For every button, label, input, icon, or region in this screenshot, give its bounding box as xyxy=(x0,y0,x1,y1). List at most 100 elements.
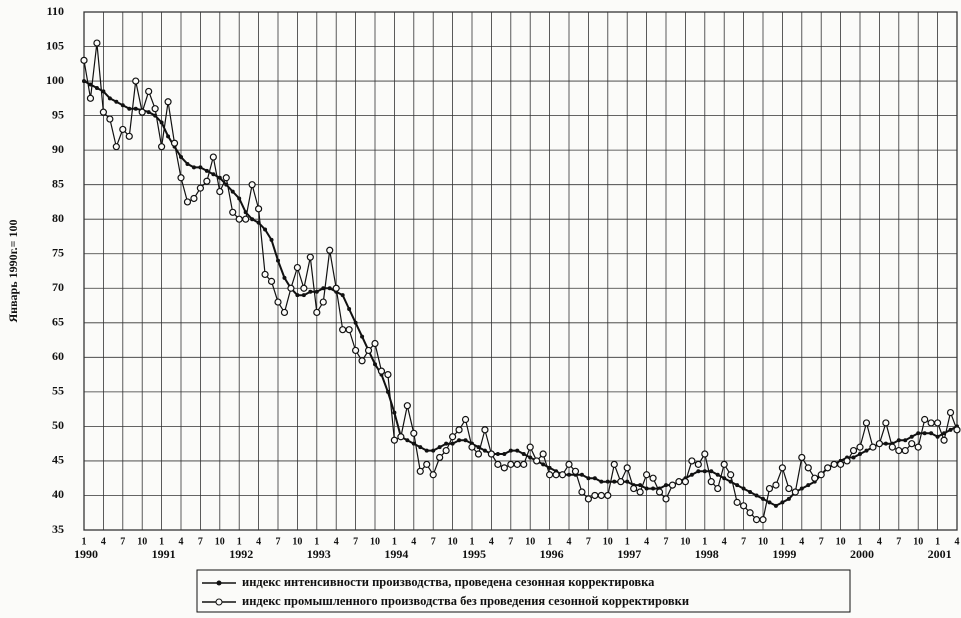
point xyxy=(463,438,468,443)
point xyxy=(339,326,347,334)
y-tick-label: 45 xyxy=(52,453,64,467)
point xyxy=(752,516,761,524)
point xyxy=(450,441,455,446)
point xyxy=(675,478,683,486)
point xyxy=(444,441,449,446)
point xyxy=(655,488,664,496)
point xyxy=(437,445,442,450)
point xyxy=(901,446,909,455)
x-tick-label: 4 xyxy=(256,536,261,547)
point xyxy=(688,457,696,465)
point xyxy=(612,479,617,484)
point xyxy=(935,434,940,439)
legend-label: индекс интенсивности производства, прове… xyxy=(242,575,655,589)
point xyxy=(80,56,88,64)
point xyxy=(533,457,541,465)
y-tick-label: 50 xyxy=(52,418,64,432)
point xyxy=(248,181,256,189)
point xyxy=(209,153,217,161)
point xyxy=(145,87,153,96)
point xyxy=(190,194,198,203)
y-tick-label: 55 xyxy=(52,384,64,398)
x-tick-label: 10 xyxy=(448,536,458,547)
point xyxy=(418,445,423,450)
point xyxy=(896,438,901,443)
point xyxy=(198,165,203,170)
point xyxy=(780,500,785,505)
point xyxy=(623,464,631,472)
point xyxy=(295,293,300,298)
year-label: 1995 xyxy=(462,547,486,561)
x-tick-label: 10 xyxy=(370,536,380,547)
point xyxy=(772,481,780,489)
point xyxy=(495,452,500,457)
x-tick-label: 7 xyxy=(819,536,824,547)
point xyxy=(761,496,765,501)
point xyxy=(94,85,99,90)
year-label: 1993 xyxy=(307,547,331,561)
x-tick-label: 10 xyxy=(758,536,768,547)
point xyxy=(592,476,597,481)
y-tick-label: 95 xyxy=(52,107,64,121)
point xyxy=(461,415,470,424)
point xyxy=(883,441,888,446)
point xyxy=(513,460,521,468)
point xyxy=(203,177,211,185)
point xyxy=(903,438,908,443)
point xyxy=(429,471,437,479)
y-tick-label: 105 xyxy=(46,38,64,52)
point xyxy=(191,165,196,170)
point xyxy=(261,270,269,279)
y-tick-label: 70 xyxy=(52,280,64,294)
legend-label: индекс промышленного производства без пр… xyxy=(242,594,689,608)
point xyxy=(735,483,740,488)
point xyxy=(293,263,301,272)
x-tick-label: 1 xyxy=(470,536,475,547)
point xyxy=(340,293,345,298)
point xyxy=(217,175,222,180)
point xyxy=(702,469,707,474)
point xyxy=(565,460,573,468)
point xyxy=(274,298,282,306)
x-tick-label: 4 xyxy=(877,536,882,547)
point xyxy=(133,106,138,111)
x-tick-label: 7 xyxy=(431,536,436,547)
x-tick-label: 1 xyxy=(159,536,164,547)
legend-marker xyxy=(215,598,223,606)
x-tick-label: 7 xyxy=(741,536,746,547)
point xyxy=(806,483,811,488)
legend-marker xyxy=(216,580,222,586)
point xyxy=(778,464,787,472)
point xyxy=(668,481,677,489)
point xyxy=(604,491,612,500)
point xyxy=(373,362,377,367)
point xyxy=(759,516,767,524)
point xyxy=(858,452,862,457)
series-line xyxy=(83,80,958,507)
point xyxy=(617,478,625,486)
point xyxy=(748,490,753,495)
point xyxy=(410,429,418,437)
point xyxy=(314,289,319,294)
point xyxy=(927,419,935,427)
point xyxy=(101,89,106,94)
x-tick-label: 10 xyxy=(913,536,923,547)
y-tick-label: 60 xyxy=(52,349,64,363)
point xyxy=(909,434,914,439)
point xyxy=(99,108,108,116)
y-tick-label: 80 xyxy=(52,211,64,225)
year-label: 1990 xyxy=(74,547,98,561)
point xyxy=(916,431,921,436)
x-tick-label: 4 xyxy=(955,536,960,547)
point xyxy=(791,488,799,496)
point xyxy=(276,258,280,263)
point xyxy=(733,498,741,506)
point xyxy=(397,433,405,441)
point xyxy=(948,427,953,432)
point xyxy=(610,460,618,468)
point xyxy=(502,452,507,457)
point xyxy=(282,275,287,280)
point xyxy=(321,286,326,291)
point xyxy=(487,450,495,458)
point xyxy=(856,443,864,451)
